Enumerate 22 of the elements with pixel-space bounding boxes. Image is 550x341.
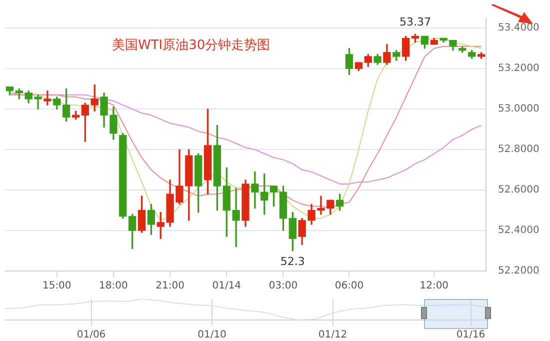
x-tick-label: 15:00 (42, 280, 72, 292)
x-tick-label: 03:00 (268, 280, 298, 292)
annotation: 53.37 (400, 16, 432, 29)
x-tick-label: 06:00 (334, 280, 364, 292)
y-tick-label: 52.2000 (498, 266, 540, 277)
candlestick (44, 90, 52, 106)
y-tick-label: 52.8000 (498, 144, 540, 156)
annotation: 52.3 (280, 255, 305, 268)
x-tick-label: 01/10 (198, 330, 226, 341)
y-tick-label: 53.0000 (498, 104, 540, 115)
x-tick-label: 01/06 (76, 330, 106, 341)
x-tick-label: 01/12 (318, 330, 348, 341)
x-tick-label: 01/14 (212, 280, 242, 292)
y-tick-label: 52.6000 (498, 184, 540, 196)
x-tick-label: 01/16 (456, 330, 486, 341)
y-tick-label: 53.2000 (498, 63, 540, 74)
y-tick-label: 52.4000 (498, 225, 540, 236)
y-tick-label: 53.4000 (498, 22, 540, 34)
x-tick-label: 12:00 (420, 280, 449, 292)
text: 美国WTI原油30分钟走势图 (112, 37, 270, 54)
x-tick-label: 18:00 (99, 280, 128, 292)
x-tick-label: 21:00 (156, 280, 184, 292)
